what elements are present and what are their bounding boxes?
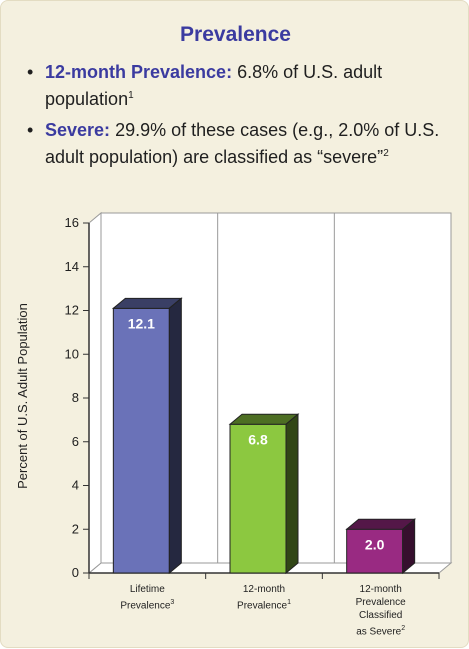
- y-tick-label: 0: [72, 565, 79, 580]
- x-category-label: 12-month Prevalence1: [209, 583, 319, 612]
- y-tick-label: 6: [72, 434, 79, 449]
- y-axis-label: Percent of U.S. Adult Population: [15, 303, 30, 489]
- bullet-12-month-prevalence: • 12-month Prevalence: 6.8% of U.S. adul…: [27, 61, 452, 111]
- x-category-line: as Severe: [356, 626, 402, 638]
- bullet-lead: 12-month Prevalence:: [45, 62, 233, 82]
- x-category-line: Prevalence: [355, 597, 406, 608]
- x-category-line: 12-month: [242, 584, 286, 595]
- y-tick-label: 10: [65, 346, 79, 361]
- x-category-line: Prevalence: [237, 600, 288, 612]
- x-category-line: Classified: [358, 610, 403, 621]
- bar: [229, 423, 287, 574]
- bar-value-label: 12.1: [128, 315, 155, 331]
- footnote-marker: 2: [401, 625, 406, 632]
- bullet-severe: • Severe: 29.9% of these cases (e.g., 2.…: [27, 119, 452, 169]
- bar: [346, 528, 404, 574]
- x-category-line: Lifetime: [129, 584, 165, 595]
- slide-title: Prevalence: [180, 23, 291, 46]
- x-category-label: 12-month Prevalence Classified as Severe2: [326, 583, 436, 638]
- bar-side: [285, 413, 299, 575]
- footnote-marker: 1: [128, 90, 134, 101]
- bullet-dot-icon: •: [27, 62, 34, 82]
- bar-value-label: 6.8: [248, 431, 268, 447]
- bullet-lead: Severe:: [45, 120, 111, 140]
- bar: [112, 307, 170, 574]
- x-category-label: Lifetime Prevalence3: [92, 583, 202, 612]
- y-tick-label: 14: [65, 259, 79, 274]
- y-tick-label: 4: [72, 478, 79, 493]
- x-category-line: 12-month: [359, 584, 402, 595]
- bullet-text: 29.9% of these cases (e.g., 2.0% of U.S.…: [45, 120, 440, 167]
- footnote-marker: 3: [170, 599, 175, 606]
- bullet-list: • 12-month Prevalence: 6.8% of U.S. adul…: [27, 61, 452, 177]
- y-tick-label: 16: [65, 215, 79, 230]
- bar-side: [402, 518, 416, 575]
- footnote-marker: 1: [287, 599, 291, 606]
- chart-left-wall: [88, 211, 102, 575]
- footnote-marker: 2: [383, 148, 389, 159]
- bullet-text: 6.8% of U.S. adult population: [45, 62, 383, 109]
- bar-value-label: 2.0: [365, 536, 385, 552]
- bar-side: [168, 297, 182, 575]
- y-tick-label: 8: [72, 390, 79, 405]
- bullet-dot-icon: •: [27, 120, 34, 140]
- y-tick-label: 12: [65, 303, 79, 318]
- x-category-line: Prevalence: [120, 600, 171, 612]
- y-tick-label: 2: [72, 521, 79, 536]
